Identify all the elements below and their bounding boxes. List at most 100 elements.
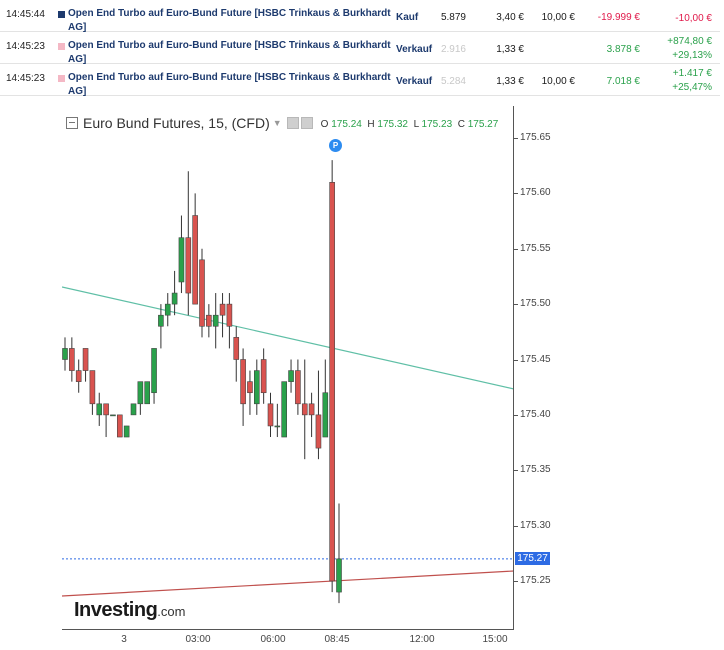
table-row[interactable]: 14:45:23 Open End Turbo auf Euro-Bund Fu… <box>0 64 720 99</box>
candle-body <box>137 381 144 405</box>
instrument-line-1[interactable]: Open End Turbo auf Euro-Bund Future [HSB… <box>68 8 391 19</box>
instrument-line-2[interactable]: AG] <box>68 22 87 33</box>
current-price-tag: 175.27 <box>515 552 550 565</box>
instrument-title[interactable]: Euro Bund Futures, 15, (CFD) <box>83 115 270 131</box>
low-label: L <box>413 119 419 130</box>
candle-body <box>185 237 192 294</box>
close-icon[interactable] <box>300 117 313 129</box>
high-label: H <box>367 119 375 130</box>
candle-body <box>295 370 301 405</box>
profit-loss-percent: +29,13% <box>672 50 712 61</box>
candle-body <box>315 414 322 449</box>
y-tick-mark <box>514 248 518 250</box>
trade-fee: 10,00 € <box>541 76 575 87</box>
chart-canvas[interactable] <box>62 106 514 630</box>
candle-body <box>103 403 109 416</box>
trade-profit-loss: +1.417 € +25,47% <box>672 67 712 95</box>
trade-instrument[interactable]: Open End Turbo auf Euro-Bund Future [HSB… <box>68 7 391 35</box>
table-row[interactable]: 14:45:23 Open End Turbo auf Euro-Bund Fu… <box>0 32 720 67</box>
investing-logo: Investing.com <box>74 599 185 622</box>
close-label: C <box>457 119 465 130</box>
x-tick-label: 03:00 <box>185 634 211 645</box>
candle-body <box>82 348 89 371</box>
trade-profit-loss: -10,00 € <box>675 12 712 26</box>
trade-fee: 10,00 € <box>541 12 575 23</box>
trade-type: Verkauf <box>396 76 433 87</box>
trade-time: 14:45:23 <box>6 73 45 84</box>
candle-body <box>116 414 123 438</box>
candle-body <box>164 303 171 316</box>
instrument-line-1[interactable]: Open End Turbo auf Euro-Bund Future [HSB… <box>68 72 391 83</box>
candle-body <box>75 370 82 382</box>
trade-quantity: 5.284 <box>440 76 466 87</box>
settings-icon[interactable] <box>286 117 299 129</box>
candle-body <box>247 381 253 394</box>
candle-body <box>178 237 185 283</box>
candle-body <box>69 348 75 371</box>
x-tick-label: 08:45 <box>324 634 350 645</box>
candle-body <box>144 381 150 405</box>
upper-trend-line <box>62 286 514 390</box>
chevron-down-icon[interactable]: ▼ <box>272 118 282 128</box>
y-tick-mark <box>514 193 518 195</box>
profit-loss-value: +1.417 € <box>672 68 712 79</box>
trade-marker <box>58 43 65 50</box>
collapse-icon[interactable] <box>66 117 78 129</box>
y-tick-label: 175.30 <box>520 519 551 531</box>
y-tick-label: 175.45 <box>520 353 551 365</box>
x-tick-label: 12:00 <box>409 634 435 645</box>
open-label: O <box>320 119 329 130</box>
trade-result: 3.878 € <box>606 44 640 55</box>
y-tick-mark <box>514 304 518 306</box>
candle-body <box>308 403 315 416</box>
trade-price: 3,40 € <box>496 12 524 23</box>
candle-body <box>267 403 274 427</box>
candle-body <box>322 392 329 438</box>
logo-text: Investing <box>74 599 158 621</box>
trade-price: 1,33 € <box>496 44 524 55</box>
y-tick-mark <box>514 581 518 582</box>
candle-body <box>274 425 281 428</box>
candle-body <box>329 182 335 582</box>
y-tick-mark <box>514 138 518 139</box>
open-value: 175.24 <box>331 119 362 130</box>
trade-type: Kauf <box>396 12 419 23</box>
instrument-line-1[interactable]: Open End Turbo auf Euro-Bund Future [HSB… <box>68 40 391 51</box>
candle-body <box>260 359 267 394</box>
candle-body <box>130 403 137 416</box>
x-tick-label: 3 <box>121 634 127 645</box>
trade-marker <box>58 75 65 82</box>
lower-trend-line <box>62 570 514 597</box>
position-marker[interactable]: P <box>329 139 342 152</box>
table-row[interactable]: 14:45:44 Open End Turbo auf Euro-Bund Fu… <box>0 0 720 35</box>
profit-loss-value: +874,80 € <box>667 36 712 47</box>
candle-body <box>62 348 68 360</box>
trade-marker <box>58 11 65 18</box>
y-tick-label: 175.60 <box>520 187 551 199</box>
close-value: 175.27 <box>467 119 499 130</box>
high-value: 175.32 <box>377 119 408 130</box>
candle-body <box>226 303 233 327</box>
low-value: 175.23 <box>421 119 453 130</box>
y-tick-label: 175.50 <box>520 298 551 310</box>
trade-instrument[interactable]: Open End Turbo auf Euro-Bund Future [HSB… <box>68 39 391 67</box>
candle-body <box>219 303 226 316</box>
candle-body <box>240 359 246 405</box>
y-tick-label: 175.55 <box>520 242 551 254</box>
ohlc-readout: O 175.24 H 175.32 L 175.23 C 175.27 <box>321 119 499 130</box>
trade-time: 14:45:23 <box>6 41 45 52</box>
trade-type: Verkauf <box>396 44 433 55</box>
candle-body <box>192 215 198 305</box>
instrument-line-2[interactable]: AG] <box>68 54 87 65</box>
price-chart[interactable] <box>62 106 514 630</box>
profit-loss-value: -10,00 € <box>675 13 712 24</box>
instrument-line-2[interactable]: AG] <box>68 86 87 97</box>
x-tick-label: 15:00 <box>482 634 508 645</box>
candle-body <box>199 259 205 327</box>
trade-instrument[interactable]: Open End Turbo auf Euro-Bund Future [HSB… <box>68 71 391 99</box>
chart-legend: Euro Bund Futures, 15, (CFD) ▼ O 175.24 H … <box>66 115 498 131</box>
candle-body <box>212 314 219 327</box>
trade-price: 1,33 € <box>496 76 524 87</box>
candle-body <box>301 403 308 416</box>
y-tick-label: 175.35 <box>520 464 551 476</box>
